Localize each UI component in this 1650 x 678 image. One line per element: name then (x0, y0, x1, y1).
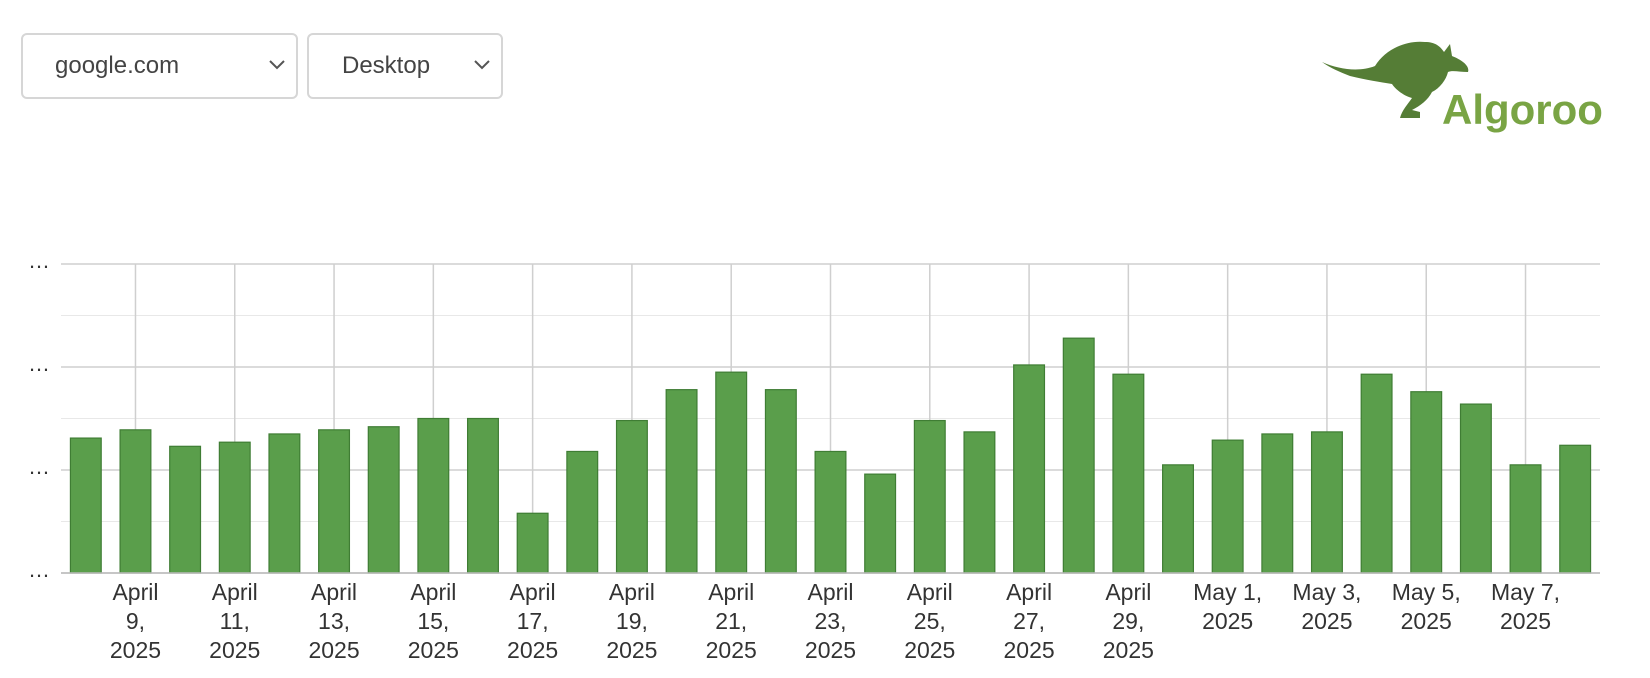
x-tick-label: April 27, 2025 (1003, 579, 1055, 663)
logo: Algoroo (1322, 41, 1603, 133)
bar (1211, 439, 1244, 574)
bar (913, 419, 946, 574)
bar (715, 371, 748, 574)
y-tick-label: … (28, 556, 50, 582)
bar (1459, 403, 1492, 574)
bar (119, 429, 152, 574)
bar (1112, 373, 1145, 574)
x-tick-label: April 13, 2025 (308, 579, 360, 663)
bar (566, 450, 599, 574)
bar (1410, 391, 1443, 574)
x-tick-label: April 17, 2025 (507, 579, 559, 663)
bar (417, 417, 450, 574)
x-tick-label: May 3, 2025 (1292, 579, 1362, 634)
bar (466, 417, 499, 574)
x-tick-label: April 25, 2025 (904, 579, 956, 663)
bar (864, 473, 897, 574)
device-select[interactable]: Desktop (307, 33, 503, 99)
bar (1013, 364, 1046, 574)
bar (1062, 337, 1095, 574)
x-tick-label: April 19, 2025 (606, 579, 658, 663)
device-select-value: Desktop (342, 52, 431, 79)
bar (218, 441, 251, 574)
domain-select[interactable]: google.com (21, 33, 298, 99)
x-tick-label: April 11, 2025 (209, 579, 261, 663)
bar (69, 437, 102, 574)
bar (169, 445, 202, 574)
x-tick-label: April 29, 2025 (1102, 579, 1154, 663)
kangaroo-icon (1322, 41, 1469, 118)
domain-select-value: google.com (55, 52, 180, 79)
bar (963, 431, 996, 574)
bar (516, 512, 549, 574)
chevron (269, 60, 285, 70)
bar (1509, 464, 1542, 574)
x-tick-label: April 9, 2025 (109, 579, 162, 663)
bar (367, 426, 400, 574)
bar (1360, 373, 1393, 574)
x-tick-label: May 7, 2025 (1491, 579, 1561, 634)
x-tick-label: April 23, 2025 (804, 579, 857, 663)
bar (764, 389, 797, 574)
chevron (474, 60, 490, 70)
bar (814, 450, 847, 574)
bar (1310, 431, 1343, 574)
x-tick-label: May 1, 2025 (1193, 579, 1263, 634)
y-tick-label: … (28, 453, 50, 479)
bar (1162, 464, 1195, 574)
x-tick-label: April 21, 2025 (705, 579, 757, 663)
y-tick-label: … (28, 350, 50, 376)
bar (615, 419, 648, 574)
bar (665, 389, 698, 574)
bar (1261, 433, 1294, 574)
bar (318, 429, 351, 574)
logo-text: Algoroo (1442, 86, 1603, 133)
bar (268, 433, 301, 574)
y-tick-label: … (28, 247, 50, 273)
x-tick-label: April 15, 2025 (407, 579, 459, 663)
x-tick-label: May 5, 2025 (1391, 579, 1461, 634)
bar (1559, 444, 1592, 574)
